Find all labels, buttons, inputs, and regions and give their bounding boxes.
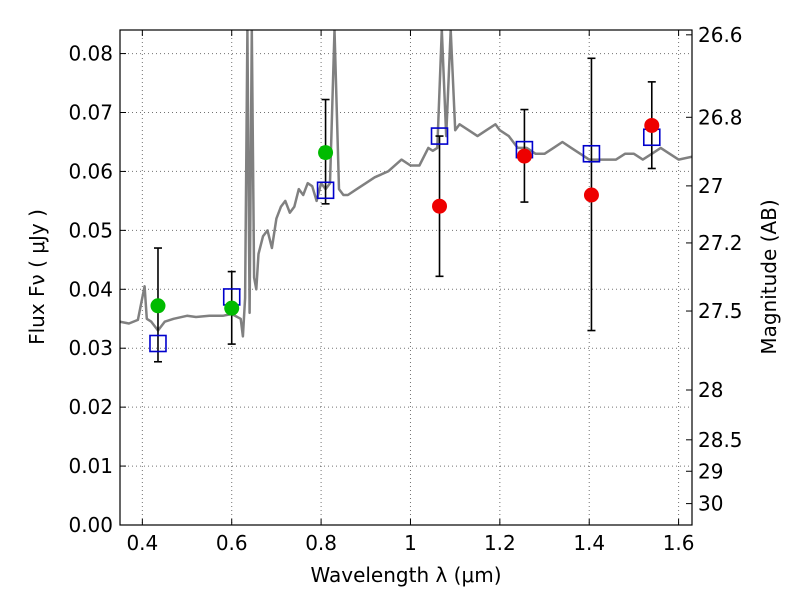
model-square-point (582, 144, 601, 163)
axis-ticks: 0.4 0.6 0.8 1 1.2 1.4 1.6 0.00 0.01 0.02 0.03 0.04 0… (68, 23, 742, 555)
y2-tick-label: 26.6 (698, 23, 743, 47)
y2-tick-label: 27 (698, 174, 723, 198)
y-tick-label: 0.03 (68, 336, 113, 360)
x-tick-label: 0.4 (126, 531, 158, 555)
optical-photometry-point (318, 145, 334, 161)
x-tick-label: 1 (404, 531, 417, 555)
infrared-photometry-point (583, 187, 599, 203)
y-tick-label: 0.05 (68, 218, 113, 242)
y-tick-label: 0.08 (68, 42, 113, 66)
infrared-photometry-point (432, 198, 448, 214)
y-tick-label: 0.01 (68, 454, 113, 478)
infrared-photometry-point (516, 148, 532, 164)
y-tick-label: 0.00 (68, 513, 113, 537)
x-tick-label: 1.2 (484, 531, 516, 555)
x-tick-label: 0.6 (216, 531, 248, 555)
x-tick-label: 0.8 (305, 531, 337, 555)
model-square-point (316, 181, 335, 200)
y-tick-label: 0.02 (68, 395, 113, 419)
optical-photometry-point (150, 298, 166, 314)
optical-photometry-point (224, 300, 240, 316)
y2-tick-label: 26.8 (698, 105, 743, 129)
y2-tick-label: 28.5 (698, 428, 743, 452)
x-tick-label: 1.6 (663, 531, 695, 555)
y2-tick-label: 29 (698, 459, 723, 483)
plot-frame (119, 29, 693, 526)
x-axis-title: Wavelength λ (μm) (310, 563, 501, 587)
model-square-point (149, 334, 167, 353)
plot-area (120, 30, 692, 363)
x-tick-label: 1.4 (573, 531, 605, 555)
y2-tick-label: 27.5 (698, 299, 743, 323)
y-tick-label: 0.06 (68, 159, 113, 183)
infrared-photometry-point (644, 117, 660, 133)
y2-tick-label: 27.2 (698, 231, 743, 255)
y-tick-label: 0.07 (68, 101, 113, 125)
model-square-point (430, 127, 449, 145)
y2-tick-label: 28 (698, 378, 723, 402)
y2-axis-title: Magnitude (AB) (757, 199, 781, 354)
y2-tick-label: 30 (698, 492, 723, 516)
y-tick-label: 0.04 (68, 277, 113, 301)
y-axis-title: Flux Fν ( μJy ) (25, 209, 49, 345)
